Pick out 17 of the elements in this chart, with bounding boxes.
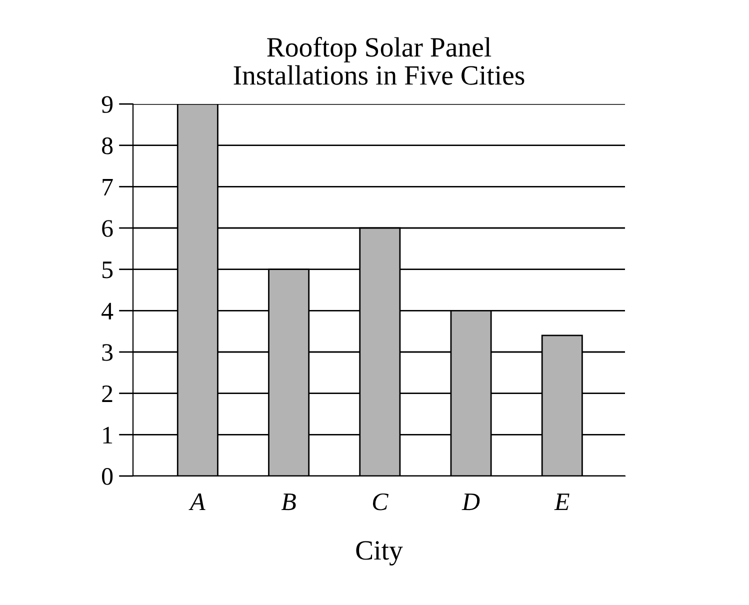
y-tick-label: 5 (102, 262, 113, 278)
y-tick-label: 7 (102, 178, 113, 196)
y-tick-label: 4 (102, 302, 114, 320)
y-tick-label: 8 (102, 137, 113, 154)
y-tick-label: 1 (103, 426, 112, 444)
y-tick-label: 2 (102, 385, 112, 402)
x-tick-label: A (188, 494, 206, 510)
x-tick-label: B (281, 494, 296, 510)
chart-title: Rooftop Solar Panel Installations in Five Cities (234, 36, 524, 85)
y-tick-label: 9 (102, 96, 113, 113)
x-tick-label: E (554, 494, 570, 510)
x-tick-label: D (462, 494, 480, 510)
x-tick-label: C (372, 493, 388, 510)
x-axis-title: City (356, 541, 403, 566)
y-tick-label: 0 (102, 468, 113, 485)
y-tick-label: 6 (102, 220, 113, 237)
y-tick-label: 3 (102, 344, 113, 361)
